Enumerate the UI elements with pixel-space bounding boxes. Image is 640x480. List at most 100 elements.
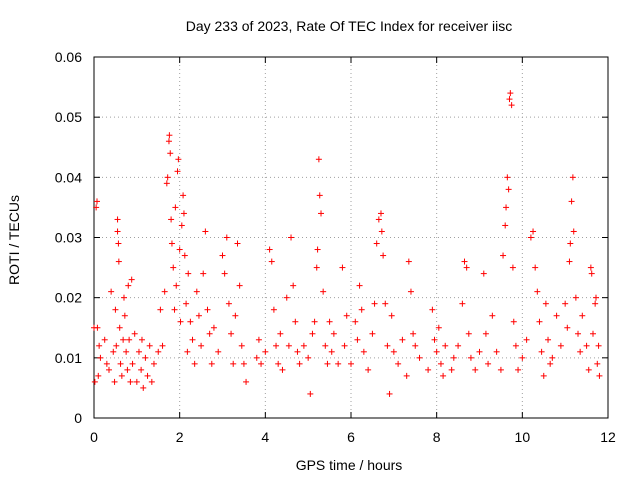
x-tick-label: 12 <box>600 429 616 445</box>
data-point <box>138 336 145 343</box>
data-point <box>159 342 166 349</box>
data-point <box>266 246 273 253</box>
data-point <box>579 312 586 319</box>
data-point <box>121 312 128 319</box>
data-point <box>407 288 414 295</box>
data-point <box>315 156 322 163</box>
data-point <box>283 294 290 301</box>
data-point <box>399 336 406 343</box>
data-point <box>435 324 442 331</box>
data-point <box>262 348 269 355</box>
data-point <box>508 102 515 109</box>
data-point <box>527 234 534 241</box>
data-point <box>431 336 438 343</box>
data-point <box>509 264 516 271</box>
data-point <box>183 300 190 307</box>
data-point <box>507 90 514 97</box>
data-point <box>200 270 207 277</box>
data-point <box>180 210 187 217</box>
data-point <box>258 360 265 367</box>
data-point <box>403 372 410 379</box>
data-point <box>94 324 101 331</box>
data-point <box>105 366 112 373</box>
data-point <box>566 258 573 265</box>
data-point <box>228 330 235 337</box>
data-point <box>365 366 372 373</box>
data-point <box>557 342 564 349</box>
data-point <box>330 330 337 337</box>
y-tick-label: 0.06 <box>55 49 82 65</box>
data-point <box>185 270 192 277</box>
data-point <box>95 372 102 379</box>
data-point <box>590 330 597 337</box>
data-point <box>215 348 222 355</box>
data-point <box>416 354 423 361</box>
data-point <box>583 342 590 349</box>
data-point <box>173 282 180 289</box>
data-point <box>354 336 361 343</box>
data-point <box>117 360 124 367</box>
data-point <box>386 390 393 397</box>
data-point <box>592 300 599 307</box>
data-point <box>596 372 603 379</box>
data-point <box>314 246 321 253</box>
data-point <box>437 360 444 367</box>
data-point <box>125 282 132 289</box>
data-point <box>206 330 213 337</box>
data-point <box>129 360 136 367</box>
data-point <box>172 204 179 211</box>
data-point <box>341 342 348 349</box>
y-tick-label: 0.05 <box>55 109 82 125</box>
data-point <box>279 366 286 373</box>
data-point <box>294 348 301 355</box>
x-tick-label: 0 <box>90 429 98 445</box>
data-point <box>506 96 513 103</box>
data-point <box>585 366 592 373</box>
data-point <box>166 132 173 139</box>
data-point <box>461 258 468 265</box>
data-point <box>118 372 125 379</box>
x-tick-label: 8 <box>433 429 441 445</box>
y-tick-label: 0.01 <box>55 350 82 366</box>
data-point <box>164 174 171 181</box>
data-point <box>503 204 510 211</box>
data-point <box>523 336 530 343</box>
data-point <box>373 240 380 247</box>
data-point <box>170 264 177 271</box>
data-point <box>93 198 100 205</box>
data-point <box>575 330 582 337</box>
axis-ticks <box>93 56 609 419</box>
data-point <box>532 264 539 271</box>
data-point <box>253 354 260 361</box>
data-point <box>326 318 333 325</box>
data-point <box>305 354 312 361</box>
data-point <box>202 228 209 235</box>
data-point <box>123 348 130 355</box>
data-point <box>564 324 571 331</box>
data-point <box>450 354 457 361</box>
data-point <box>311 318 318 325</box>
data-point <box>512 342 519 349</box>
data-point <box>540 372 547 379</box>
data-point <box>127 378 134 385</box>
data-point <box>108 288 115 295</box>
data-point <box>97 354 104 361</box>
data-point <box>113 342 120 349</box>
data-point <box>433 348 440 355</box>
data-point <box>339 264 346 271</box>
data-point <box>219 252 226 259</box>
data-point <box>594 360 601 367</box>
data-point <box>384 342 391 349</box>
data-point <box>296 360 303 367</box>
data-point <box>120 294 127 301</box>
data-point <box>292 318 299 325</box>
data-point <box>515 366 522 373</box>
data-point <box>277 330 284 337</box>
data-point <box>463 264 470 271</box>
data-point <box>570 228 577 235</box>
data-point <box>472 366 479 373</box>
data-point <box>131 330 138 337</box>
data-point <box>138 366 145 373</box>
data-point <box>320 288 327 295</box>
